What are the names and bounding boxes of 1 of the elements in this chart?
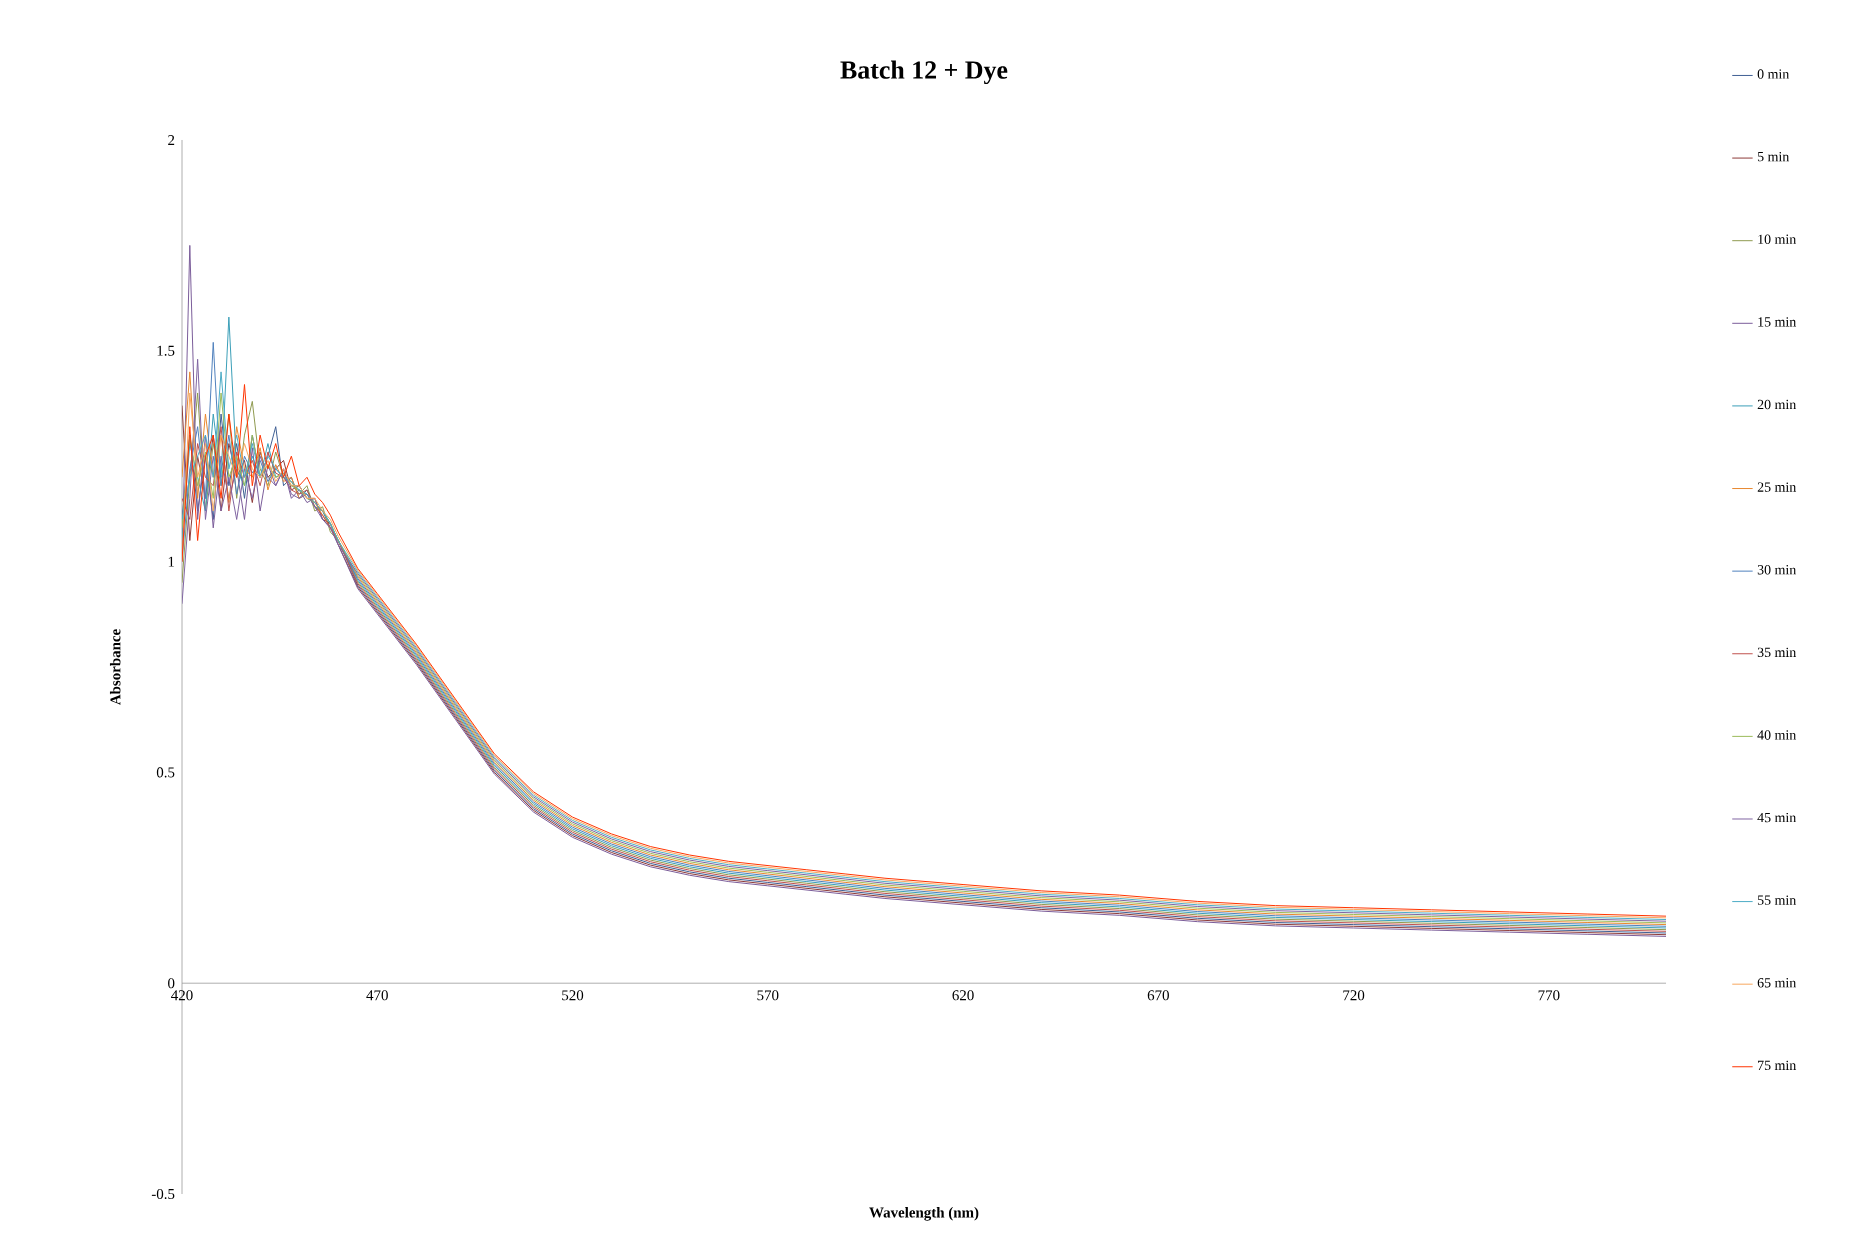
chart-title: Batch 12 + Dye (840, 60, 1008, 85)
